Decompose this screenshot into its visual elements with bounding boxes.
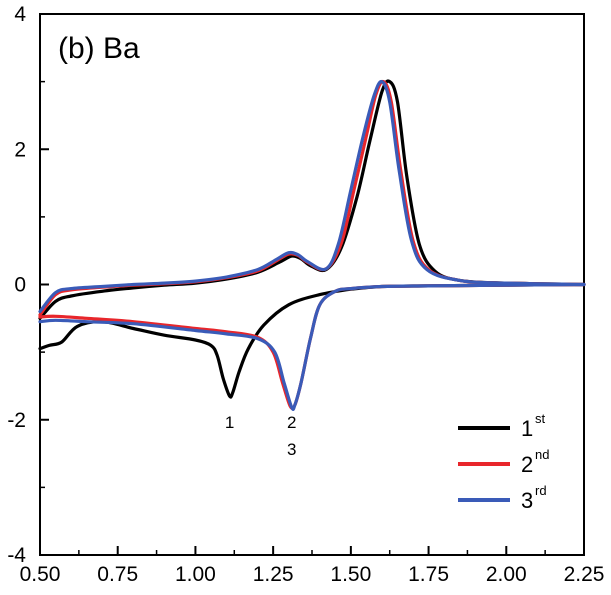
series-1st (38, 79, 586, 399)
y-tick-label: 2 (14, 138, 26, 161)
peak-label: 3 (287, 440, 296, 459)
legend-label-sup: rd (535, 483, 547, 498)
x-tick-label: 2.00 (486, 563, 527, 586)
x-tick-label: 1.75 (408, 563, 449, 586)
legend-label: 3 (521, 488, 533, 513)
series-line-cathodic (38, 282, 586, 399)
panel-label: (b) Ba (58, 32, 140, 65)
legend-label: 2 (521, 452, 533, 477)
x-tick-label: 0.75 (97, 563, 138, 586)
y-tick-label: 0 (14, 274, 26, 297)
series-2nd (38, 79, 586, 411)
series-line-anodic (38, 79, 586, 314)
legend-label-sup: nd (535, 447, 549, 462)
y-tick-label: -2 (7, 409, 26, 432)
y-tick-label: -4 (7, 544, 26, 567)
series-line-cathodic (38, 282, 586, 411)
x-tick-label: 1.25 (253, 563, 294, 586)
y-tick-label: 4 (14, 3, 26, 26)
x-tick-label: 0.50 (20, 563, 61, 586)
legend-label: 1 (521, 416, 533, 441)
x-tick-label: 2.25 (564, 563, 605, 586)
series-line-anodic (38, 79, 586, 317)
peak-annotations: 1 2 3 (225, 413, 297, 459)
legend: 1 st 2 nd 3 rd (458, 411, 549, 513)
peak-label: 2 (287, 413, 296, 432)
legend-label-sup: st (535, 411, 546, 426)
peak-label: 1 (225, 413, 234, 432)
series-line-cathodic (38, 282, 586, 412)
series-layer (38, 79, 586, 412)
x-tick-label: 1.50 (330, 563, 371, 586)
series-3rd (38, 79, 586, 412)
axis-ticks: 0.50 0.75 1.00 1.25 1.50 1.75 2.00 2.25 -4 -2 0 2 4 (7, 3, 604, 586)
x-tick-label: 1.00 (175, 563, 216, 586)
